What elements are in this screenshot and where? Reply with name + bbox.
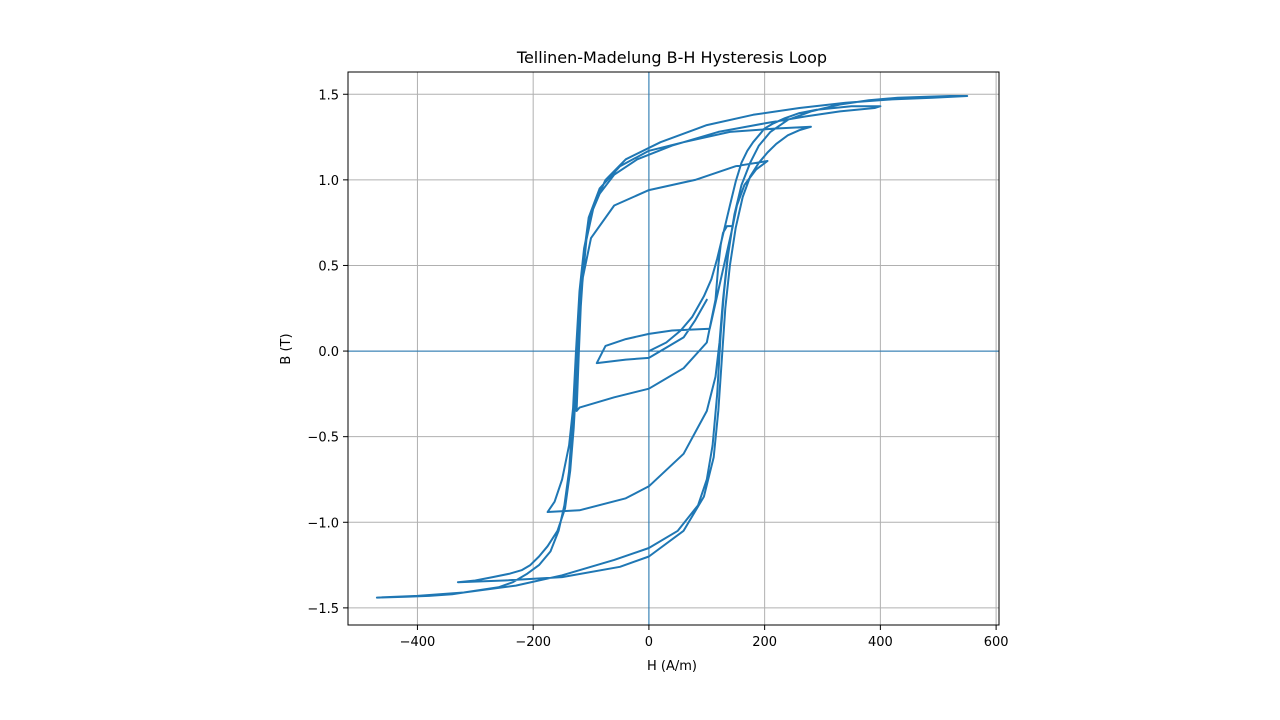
x-axis-ticks: −400 −200 0 200 400 600 <box>400 625 1009 650</box>
x-tick-label: 600 <box>984 635 1009 650</box>
series-layer <box>375 95 969 599</box>
y-tick-label: 1.0 <box>318 174 339 189</box>
y-tick-label: −1.0 <box>307 516 339 531</box>
x-tick-label: 0 <box>645 635 653 650</box>
y-tick-label: 0.0 <box>318 345 339 360</box>
hysteresis-curve <box>375 95 969 599</box>
y-tick-label: −0.5 <box>307 431 339 446</box>
reference-lines <box>348 72 999 625</box>
x-tick-label: −400 <box>400 635 436 650</box>
x-axis-label: H (A/m) <box>647 659 697 674</box>
x-tick-label: 200 <box>752 635 777 650</box>
x-tick-label: 400 <box>868 635 893 650</box>
y-axis-label: B (T) <box>279 333 294 364</box>
y-tick-label: 0.5 <box>318 259 339 274</box>
x-tick-label: −200 <box>515 635 551 650</box>
y-axis-ticks: −1.5 −1.0 −0.5 0.0 0.5 1.0 1.5 <box>307 88 348 617</box>
chart-title: Tellinen-Madelung B-H Hysteresis Loop <box>516 48 827 67</box>
y-tick-label: 1.5 <box>318 88 339 103</box>
y-tick-label: −1.5 <box>307 602 339 617</box>
plot-frame <box>347 71 1000 626</box>
